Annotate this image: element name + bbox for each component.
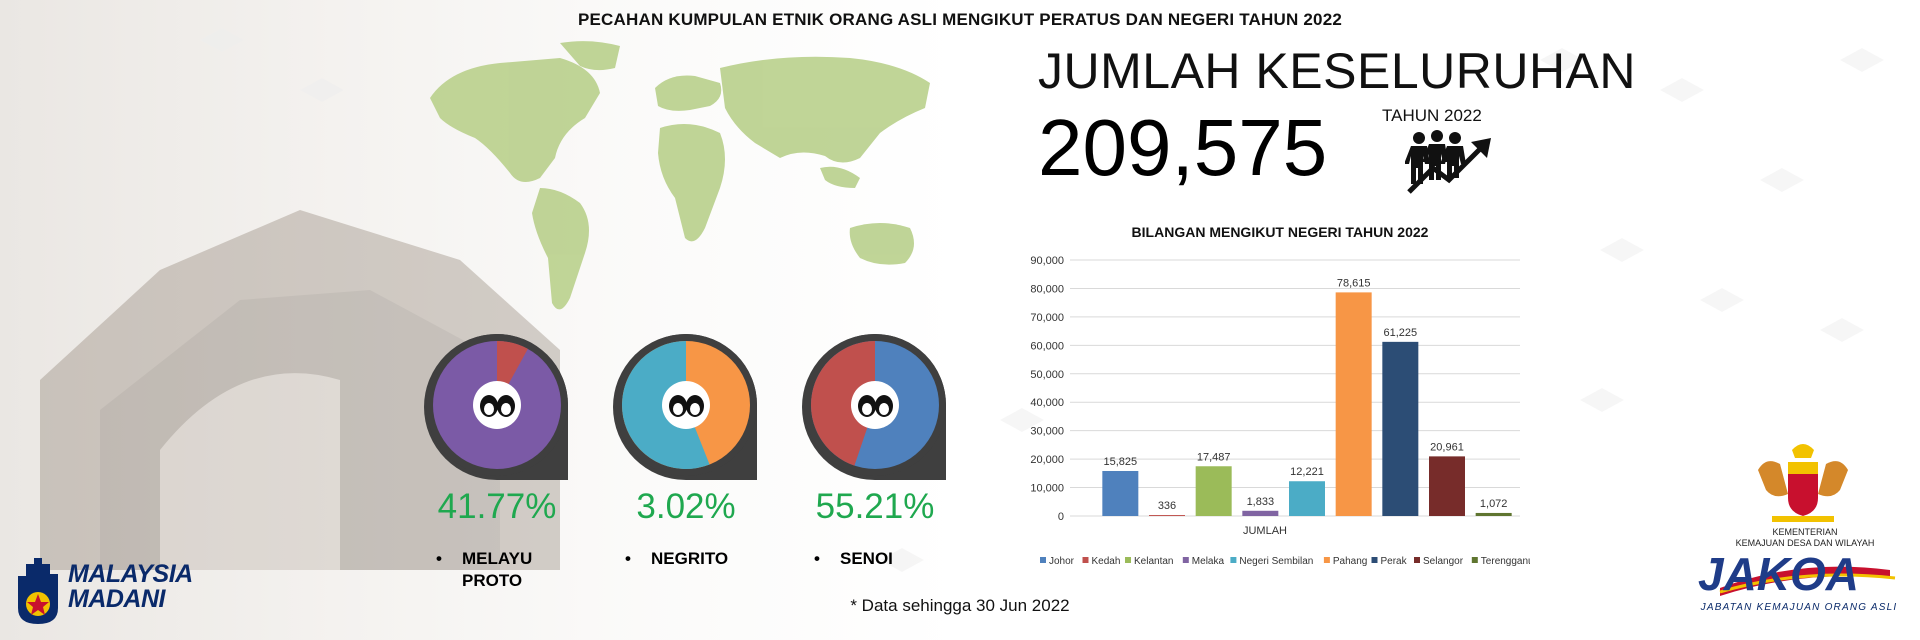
bar-kedah	[1149, 515, 1185, 516]
legend-swatch	[1040, 557, 1046, 563]
total-heading: JUMLAH KESELURUHAN	[1038, 43, 1637, 99]
ethnic-label: NEGRITO	[651, 549, 729, 568]
y-tick-label: 0	[1058, 511, 1064, 523]
legend-label: Negeri Sembilan	[1239, 556, 1313, 567]
bar-data-label: 20,961	[1430, 441, 1464, 453]
bar-data-label: 78,615	[1337, 277, 1371, 289]
ethnic-pie-pin	[613, 334, 757, 480]
y-tick-label: 30,000	[1030, 426, 1064, 438]
bar-pahang	[1335, 292, 1372, 516]
face-pair-icon	[662, 381, 710, 429]
bar-data-label: 17,487	[1197, 451, 1231, 463]
y-tick-label: 20,000	[1030, 454, 1064, 466]
bullet: •	[436, 549, 442, 568]
legend-label: Selangor	[1423, 556, 1464, 567]
bar-johor	[1102, 470, 1139, 516]
malaysia-madani-logo: MALAYSIA MADANI	[12, 556, 202, 626]
ethnic-pie-pin	[802, 334, 946, 480]
y-tick-label: 10,000	[1030, 483, 1064, 495]
y-tick-label: 50,000	[1030, 369, 1064, 381]
bar-data-label: 61,225	[1384, 327, 1418, 339]
x-axis-label: JUMLAH	[1243, 525, 1287, 537]
total-value: 209,575	[1038, 103, 1328, 192]
face-pair-icon	[851, 381, 899, 429]
legend-swatch	[1323, 557, 1330, 563]
bar-data-label: 336	[1158, 500, 1176, 512]
legend-swatch	[1182, 557, 1189, 563]
ethnic-group-senoi: 55.21% • SENOI	[800, 330, 950, 620]
bar-data-label: 15,825	[1104, 456, 1138, 468]
legend-label: Perak	[1381, 556, 1408, 567]
ethnic-percent: 3.02%	[636, 487, 736, 526]
ethnic-group-negrito: 3.02% • NEGRITO	[611, 330, 761, 620]
chart-legend: Johor Kedah Kelantan Melaka Negeri Sembilan P…	[1040, 556, 1530, 567]
y-tick-label: 60,000	[1030, 340, 1064, 352]
bar-selangor	[1429, 456, 1465, 516]
legend-label: Kelantan	[1134, 556, 1173, 567]
legend-label: Pahang	[1333, 556, 1367, 567]
bar-perak	[1382, 341, 1419, 516]
bar-data-label: 12,221	[1290, 466, 1324, 478]
bullet: •	[625, 549, 631, 568]
y-tick-label: 80,000	[1030, 283, 1064, 295]
bar-negeri-sembilan	[1289, 481, 1325, 516]
jakoa-wordmark: JAKOA	[1698, 548, 1859, 598]
malaysia-crest	[1758, 444, 1848, 522]
legend-swatch	[1414, 557, 1420, 563]
pie-minor-slice	[811, 341, 875, 466]
world-map	[430, 41, 930, 310]
ministry-name: KEMENTERIAN KEMAJUAN DESA DAN WILAYAH	[1700, 527, 1910, 549]
bar-kelantan	[1195, 466, 1232, 516]
madani-line2: MADANI	[68, 585, 166, 613]
jakoa-subtitle: JABATAN KEMAJUAN ORANG ASLI	[1700, 602, 1898, 613]
bar-data-label: 1,833	[1247, 496, 1275, 508]
ministry-line2: KEMAJUAN DESA DAN WILAYAH	[1735, 538, 1875, 548]
legend-swatch	[1125, 557, 1131, 563]
ethnic-label-row: • SENOI	[814, 548, 964, 570]
legend-label: Kedah	[1092, 556, 1121, 567]
bar-chart: 0 10,000 20,000 30,000 40,000 50,000 60,000 70,…	[1030, 255, 1530, 567]
ethnic-percent: 55.21%	[815, 487, 935, 526]
legend-label: Johor	[1049, 556, 1075, 567]
bar-terengganu	[1475, 512, 1512, 516]
group-people-growth-icon	[1405, 130, 1491, 194]
face-pair-icon	[473, 381, 521, 429]
legend-swatch	[1230, 557, 1237, 563]
chart-title: BILANGAN MENGIKUT NEGERI TAHUN 2022	[1131, 224, 1429, 240]
bar-data-label: 1,072	[1480, 498, 1508, 510]
ethnic-pie-pin	[424, 334, 568, 480]
page-title: PECAHAN KUMPULAN ETNIK ORANG ASLI MENGIK…	[577, 10, 1343, 29]
legend-label: Melaka	[1192, 556, 1225, 567]
legend-swatch	[1471, 557, 1478, 563]
bar-melaka	[1242, 510, 1279, 516]
legend-swatch	[1082, 557, 1089, 563]
ethnic-label-row: • NEGRITO	[625, 548, 775, 570]
year-label: TAHUN 2022	[1382, 106, 1482, 125]
madani-wordmark: MALAYSIA MADANI	[68, 562, 193, 612]
madani-line1: MALAYSIA	[68, 560, 193, 588]
footnote: * Data sehingga 30 Jun 2022	[850, 596, 1070, 615]
legend-label: Terengganu	[1481, 556, 1530, 567]
jakoa-logo: JAKOA	[1698, 548, 1896, 598]
madani-hand-icon	[18, 558, 58, 624]
y-tick-label: 90,000	[1030, 255, 1064, 267]
ethnic-group-melayu-proto: 41.77% • MELAYU PROTO	[422, 330, 572, 620]
ethnic-label: MELAYU PROTO	[462, 549, 533, 590]
legend-swatch	[1371, 557, 1378, 563]
bullet: •	[814, 549, 820, 568]
ethnic-percent: 41.77%	[437, 487, 557, 526]
y-tick-label: 40,000	[1030, 397, 1064, 409]
ethnic-label: SENOI	[840, 549, 893, 568]
y-tick-label: 70,000	[1030, 312, 1064, 324]
background-building-image	[40, 210, 560, 570]
ethnic-label-row: • MELAYU PROTO	[436, 548, 586, 592]
ministry-line1: KEMENTERIAN	[1772, 527, 1838, 537]
